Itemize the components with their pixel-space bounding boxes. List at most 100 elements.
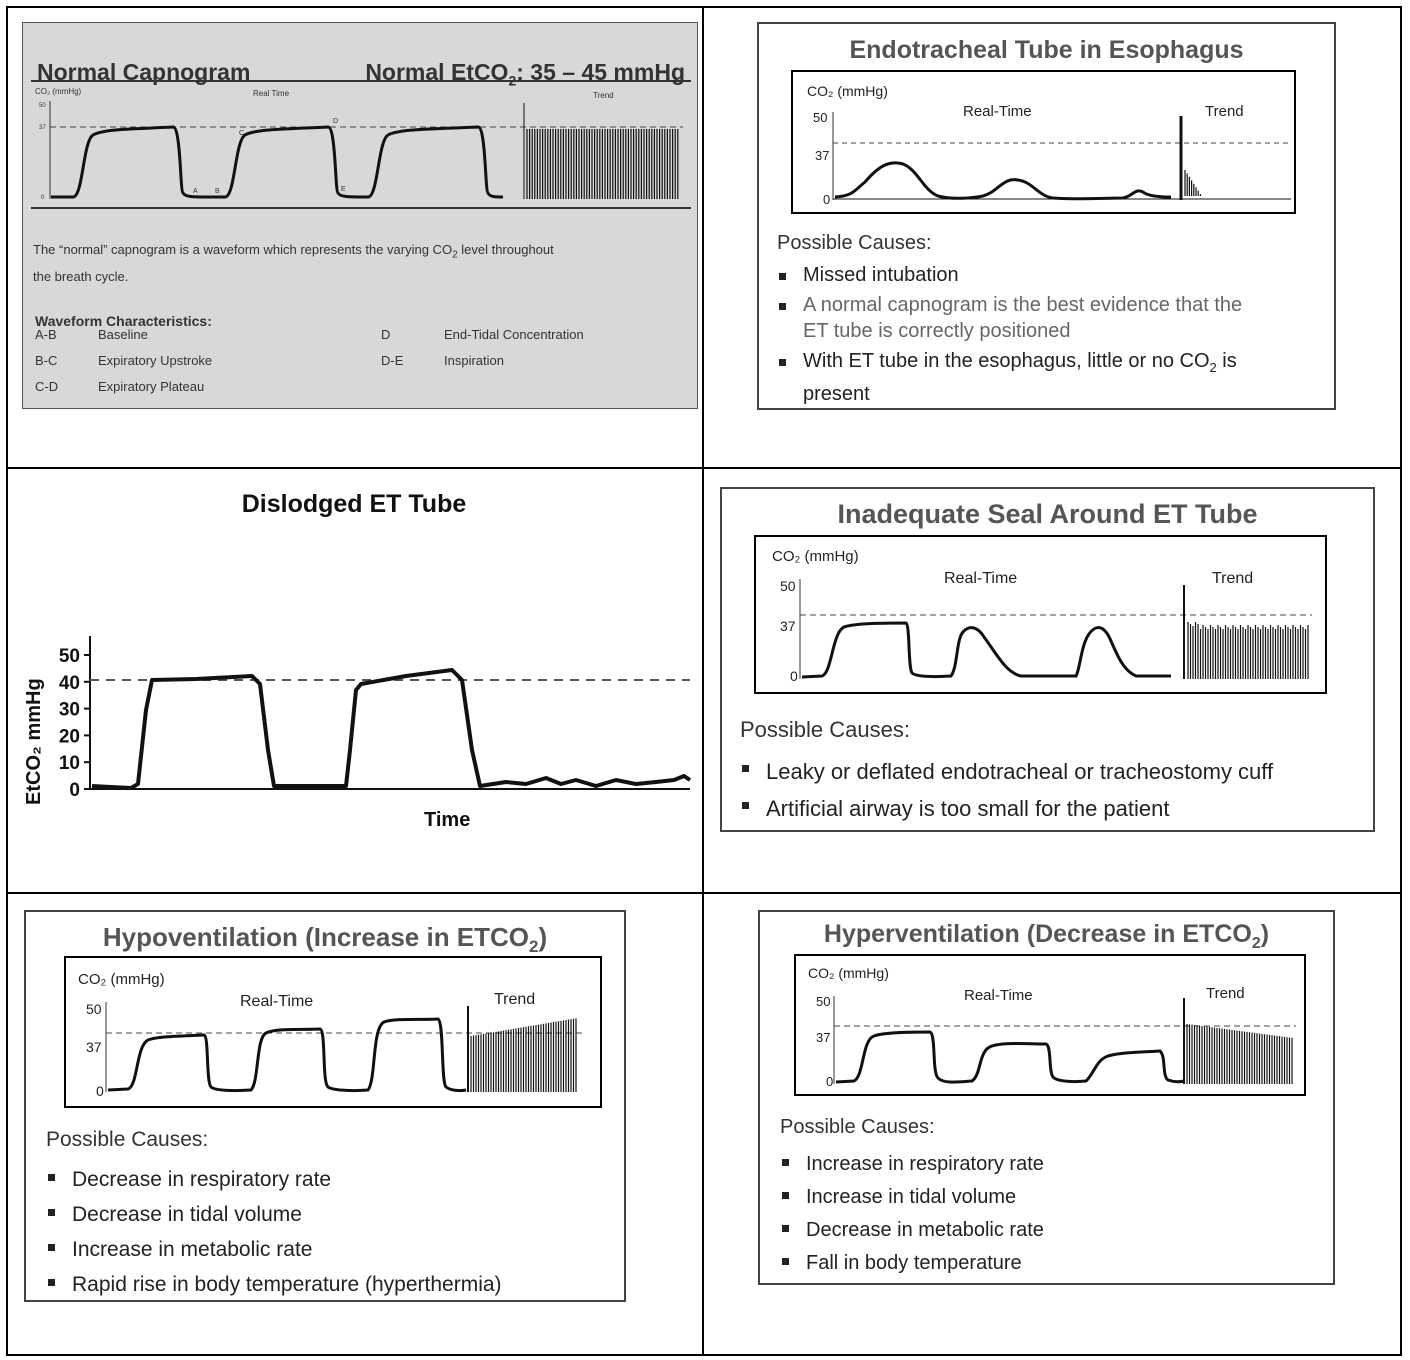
tick-label: 50 (816, 994, 830, 1009)
trend-bars (1186, 1024, 1293, 1084)
point-label: E (341, 186, 346, 193)
hypo-title: Hypoventilation (Increase in ETCO2) (102, 922, 548, 957)
seal-chart: CO₂ (mmHg) Real-Time Trend 50 37 0 (754, 535, 1327, 694)
y-axis-label: CO₂ (mmHg) (772, 548, 859, 565)
waveform-characteristics-heading: Waveform Characteristics: (35, 313, 212, 329)
row-divider (6, 467, 1402, 469)
tick-label: 37 (86, 1039, 102, 1055)
y-axis-label: CO₂ (mmHg) (807, 83, 888, 99)
cause-item: Artificial airway is too small for the p… (740, 790, 1380, 827)
cause-item: Rapid rise in body temperature (hyperthe… (46, 1267, 626, 1302)
causes-list: Missed intubation A normal capnogram is … (777, 262, 1327, 407)
characteristic-label: End-Tidal Concentration (444, 327, 584, 342)
trend-bars (526, 129, 679, 199)
trend-label: Trend (494, 991, 535, 1008)
hyperventilation-panel: Hyperventilation (Decrease in ETCO2) CO₂… (758, 910, 1335, 1285)
cause-item: A normal capnogram is the best evidence … (777, 292, 1327, 344)
tick-label: 37 (815, 148, 829, 163)
hyper-title: Hyperventilation (Decrease in ETCO2) (823, 920, 1270, 952)
cause-item: Decrease in tidal volume (46, 1197, 626, 1232)
x-axis-label: Time (424, 809, 470, 831)
y-tick-label: 10 (59, 753, 80, 774)
cause-item: Decrease in respiratory rate (46, 1162, 626, 1197)
characteristic-label: Baseline (98, 327, 148, 342)
tick-label: 37 (816, 1030, 830, 1045)
tick-label: 50 (39, 103, 46, 109)
y-tick-label: 30 (59, 700, 80, 721)
point-label: B (215, 188, 220, 195)
seal-title: Inadequate Seal Around ET Tube (837, 499, 1258, 529)
y-tick-label: 50 (59, 646, 80, 667)
point-label: A (193, 188, 198, 195)
y-tick-label: 20 (59, 726, 80, 747)
hyper-chart: CO₂ (mmHg) Real-Time Trend 50 37 0 (794, 954, 1306, 1096)
normal-y-label: CO₂ (mmHg) (35, 87, 82, 96)
causes-heading: Possible Causes: (46, 1128, 209, 1151)
point-label: C (239, 130, 244, 137)
cause-item: With ET tube in the esophagus, little or… (777, 348, 1327, 407)
characteristic-code: D (381, 327, 391, 342)
trend-bars (470, 1018, 577, 1092)
cause-item: Increase in respiratory rate (780, 1148, 1330, 1181)
cause-item: Leaky or deflated endotracheal or trache… (740, 753, 1380, 790)
causes-heading: Possible Causes: (780, 1116, 935, 1138)
tick-label: 0 (823, 192, 830, 207)
causes-list: Decrease in respiratory rate Decrease in… (46, 1162, 626, 1302)
causes-heading: Possible Causes: (740, 717, 910, 742)
trend-bars (1187, 622, 1309, 679)
characteristic-code: B-C (35, 353, 58, 368)
cause-item: Increase in metabolic rate (46, 1232, 626, 1267)
normal-realtime-label: Real Time (253, 89, 290, 98)
characteristic-label: Expiratory Plateau (98, 379, 205, 394)
y-axis-label: EtCO₂ mmHg (23, 678, 45, 805)
realtime-label: Real-Time (964, 987, 1033, 1004)
characteristic-label: Inspiration (444, 353, 504, 368)
y-tick-label: 40 (59, 673, 80, 694)
dislodged-title: Dislodged ET Tube (241, 490, 467, 518)
tick-label: 50 (780, 578, 796, 594)
characteristic-label: Expiratory Upstroke (98, 353, 213, 368)
hypoventilation-panel: Hypoventilation (Increase in ETCO2) CO₂ … (24, 910, 626, 1302)
dislodged-chart: EtCO₂ mmHg Time 50 40 30 20 10 0 (23, 636, 692, 831)
realtime-label: Real-Time (963, 103, 1032, 120)
esophagus-panel: Endotracheal Tube in Esophagus CO₂ (mmHg… (757, 22, 1336, 410)
trend-bars (1184, 170, 1201, 196)
normal-capnogram-graph: CO₂ (mmHg) Real Time Trend 50 37 0 A B C… (31, 80, 691, 209)
normal-trend-label: Trend (593, 91, 614, 100)
seal-panel: Inadequate Seal Around ET Tube CO₂ (mmHg… (720, 487, 1375, 832)
trend-label: Trend (1212, 570, 1253, 587)
point-label: D (333, 118, 338, 125)
normal-capnogram-panel: Normal Capnogram Normal EtCO2: 35 – 45 m… (22, 22, 698, 409)
normal-description: The “normal” capnogram is a waveform whi… (33, 242, 554, 284)
characteristic-code: A-B (35, 327, 57, 342)
cause-item: Increase in tidal volume (780, 1181, 1330, 1214)
y-axis-label: CO₂ (mmHg) (808, 965, 889, 981)
tick-label: 37 (39, 125, 46, 131)
tick-label: 0 (790, 668, 798, 684)
tick-label: 50 (86, 1001, 102, 1017)
cause-item: Missed intubation (777, 262, 1327, 288)
y-tick-label: 0 (69, 780, 80, 801)
esophagus-chart: CO₂ (mmHg) Real-Time Trend 50 37 0 (791, 70, 1296, 214)
causes-heading: Possible Causes: (777, 232, 932, 254)
hypo-chart: CO₂ (mmHg) Real-Time Trend 50 37 0 (64, 956, 602, 1108)
tick-label: 0 (826, 1074, 833, 1089)
realtime-label: Real-Time (944, 570, 1017, 587)
causes-list: Leaky or deflated endotracheal or trache… (740, 753, 1380, 827)
cause-item: Fall in body temperature (780, 1247, 1330, 1280)
characteristic-code: D-E (381, 353, 404, 368)
column-divider (702, 6, 704, 1356)
row-divider (6, 892, 1402, 894)
tick-label: 37 (780, 618, 796, 634)
characteristic-code: C-D (35, 379, 59, 394)
y-axis-label: CO₂ (mmHg) (78, 971, 165, 988)
trend-label: Trend (1205, 103, 1244, 120)
trend-label: Trend (1206, 985, 1245, 1002)
realtime-label: Real-Time (240, 993, 313, 1010)
tick-label: 0 (96, 1083, 104, 1099)
esophagus-title: Endotracheal Tube in Esophagus (849, 36, 1244, 64)
causes-list: Increase in respiratory rate Increase in… (780, 1148, 1330, 1280)
tick-label: 50 (813, 110, 827, 125)
table-frame (6, 6, 1402, 1356)
cause-item: Decrease in metabolic rate (780, 1214, 1330, 1247)
